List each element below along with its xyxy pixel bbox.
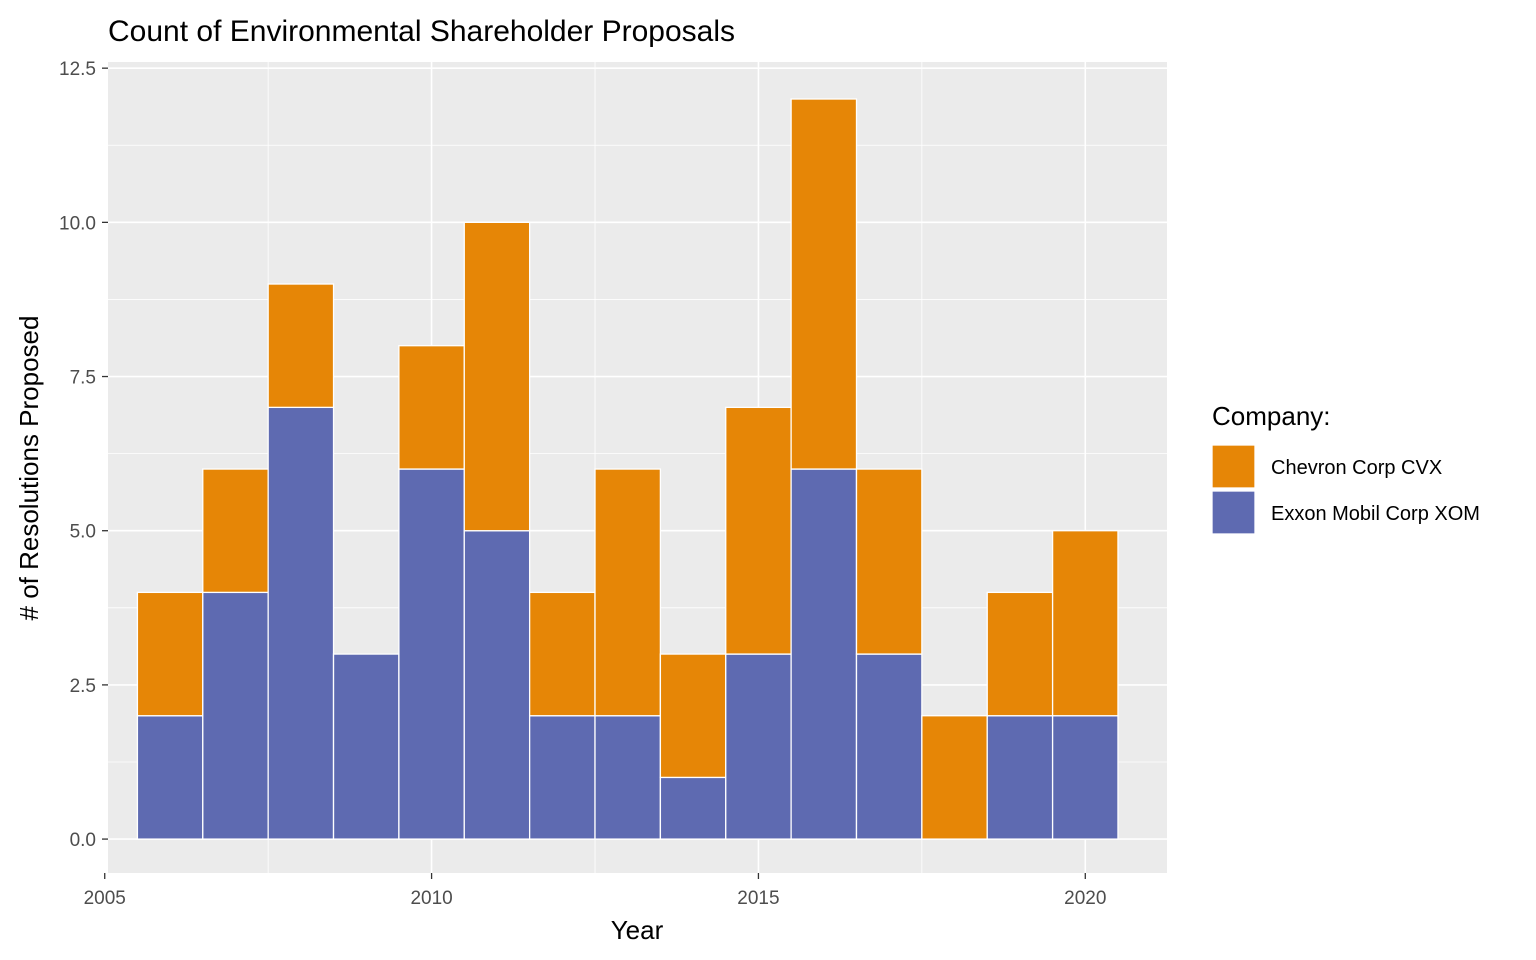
bar-xom-2011: [463, 530, 531, 840]
bar-cvx-2014: [659, 653, 727, 779]
bar-cvx-2011: [463, 221, 531, 532]
bar-xom-2013: [594, 715, 662, 840]
legend-swatch: [1211, 444, 1256, 489]
bar-cvx-2016: [790, 98, 858, 470]
bar-cvx-2008: [267, 283, 335, 409]
bar-cvx-2012: [528, 591, 596, 717]
bar-xom-2016: [790, 468, 858, 840]
y-tick-label: 5.0: [70, 522, 96, 543]
x-axis-title: Year: [611, 915, 664, 945]
bar-xom-2012: [528, 715, 596, 840]
bar-cvx-2013: [594, 468, 662, 717]
y-tick-label: 12.5: [59, 59, 96, 80]
x-tick-label: 2020: [1064, 888, 1106, 909]
x-tick-label: 2010: [410, 888, 452, 909]
y-axis: 0.0 2.5 5.0 7.5 10.0 12.5: [59, 59, 108, 851]
y-tick-label: 0.0: [70, 830, 96, 851]
legend-label: Exxon Mobil Corp XOM: [1271, 503, 1480, 525]
bar-cvx-2007: [202, 468, 269, 594]
legend-swatch: [1211, 490, 1256, 535]
bar-xom-2014: [659, 776, 727, 840]
bar-xom-2007: [202, 591, 269, 840]
y-tick-label: 7.5: [70, 368, 96, 389]
x-tick-label: 2005: [84, 888, 126, 909]
bar-xom-2008: [267, 406, 335, 840]
bar-cvx-2017: [855, 468, 923, 655]
y-tick-label: 10.0: [59, 213, 96, 234]
bar-xom-2009: [332, 653, 400, 840]
y-axis-title: # of Resolutions Proposed: [14, 316, 44, 621]
legend-title: Company:: [1212, 401, 1331, 431]
chart-title: Count of Environmental Shareholder Propo…: [108, 15, 735, 48]
bar-cvx-2006: [136, 591, 204, 717]
legend-label: Chevron Corp CVX: [1271, 457, 1442, 479]
bar-xom-2006: [136, 715, 204, 840]
bar-cvx-2010: [398, 345, 465, 470]
bar-xom-2015: [725, 653, 792, 840]
x-axis: 2005 2010 2015 2020: [84, 873, 1106, 909]
bar-xom-2019: [986, 715, 1054, 840]
bar-xom-2020: [1051, 715, 1119, 840]
bar-cvx-2015: [725, 406, 792, 655]
bar-cvx-2018: [921, 715, 988, 840]
bar-cvx-2019: [986, 591, 1054, 717]
legend: Company: Chevron Corp CVX Exxon Mobil Cor…: [1211, 401, 1480, 535]
bar-xom-2017: [855, 653, 923, 840]
bar-cvx-2020: [1051, 530, 1119, 717]
y-tick-label: 2.5: [70, 676, 96, 697]
x-tick-label: 2015: [737, 888, 779, 909]
bar-xom-2010: [398, 468, 465, 840]
bars: [136, 98, 1119, 840]
